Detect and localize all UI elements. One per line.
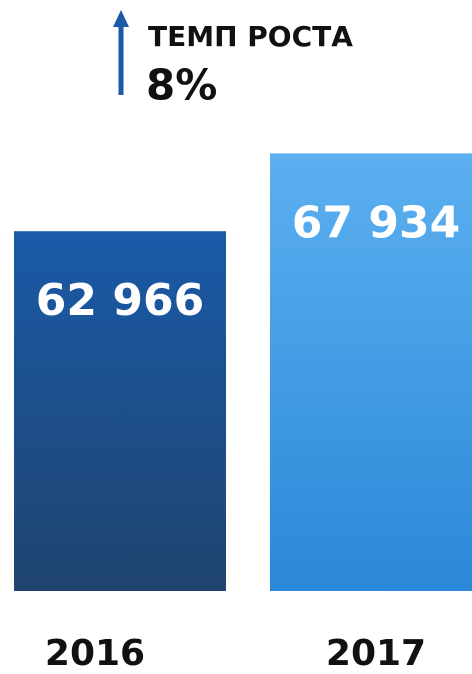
x-tick-label: 2016 (45, 633, 145, 674)
bar (270, 153, 472, 591)
x-tick-label: 2017 (326, 633, 426, 674)
growth-value: 8% (146, 61, 217, 110)
bar (14, 231, 226, 591)
value-label: 67 934 (292, 197, 460, 248)
growth-arrow-head (113, 10, 129, 27)
value-label: 62 966 (36, 275, 204, 326)
growth-title: ТЕМП РОСТА (148, 20, 353, 53)
